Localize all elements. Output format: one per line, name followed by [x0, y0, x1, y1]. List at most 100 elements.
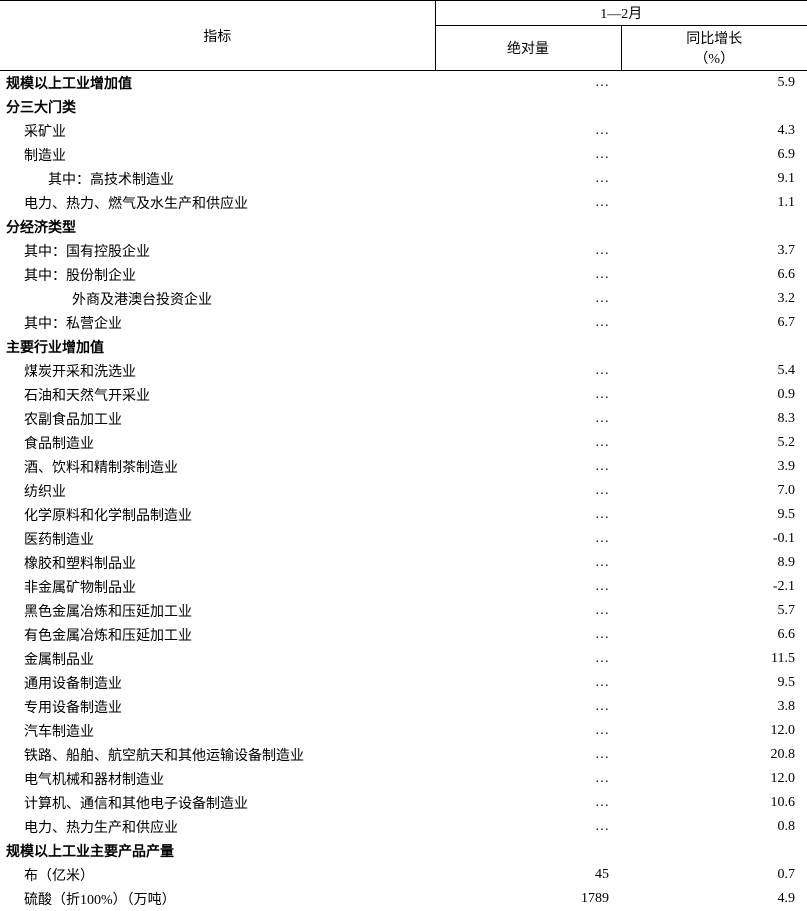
cell-absolute: …	[435, 359, 621, 383]
cell-indicator: 制造业	[0, 143, 435, 167]
table-body: 规模以上工业增加值…5.9分三大门类采矿业…4.3制造业…6.9其中：高技术制造…	[0, 71, 807, 911]
cell-absolute: …	[435, 623, 621, 647]
cell-indicator: 其中：高技术制造业	[0, 167, 435, 191]
cell-absolute: …	[435, 167, 621, 191]
cell-indicator: 通用设备制造业	[0, 671, 435, 695]
cell-growth: 6.6	[621, 623, 807, 647]
cell-indicator: 分经济类型	[0, 215, 435, 239]
cell-absolute: …	[435, 143, 621, 167]
cell-growth: 5.2	[621, 431, 807, 455]
cell-growth: 10.6	[621, 791, 807, 815]
cell-indicator: 其中：私营企业	[0, 311, 435, 335]
table-row: 制造业…6.9	[0, 143, 807, 167]
table-row: 煤炭开采和洗选业…5.4	[0, 359, 807, 383]
table-row: 纺织业…7.0	[0, 479, 807, 503]
cell-indicator: 电力、热力生产和供应业	[0, 815, 435, 839]
cell-indicator: 铁路、船舶、航空航天和其他运输设备制造业	[0, 743, 435, 767]
cell-absolute	[435, 335, 621, 359]
cell-growth: 3.8	[621, 695, 807, 719]
table-row: 医药制造业…-0.1	[0, 527, 807, 551]
cell-absolute: …	[435, 743, 621, 767]
cell-absolute: …	[435, 479, 621, 503]
cell-growth: 5.9	[621, 71, 807, 96]
cell-indicator: 专用设备制造业	[0, 695, 435, 719]
cell-growth: -2.1	[621, 575, 807, 599]
cell-indicator: 采矿业	[0, 119, 435, 143]
table-row: 硫酸（折100%）（万吨）17894.9	[0, 887, 807, 911]
cell-growth: 9.5	[621, 671, 807, 695]
table-row: 电力、热力生产和供应业…0.8	[0, 815, 807, 839]
cell-absolute: …	[435, 695, 621, 719]
cell-growth: 3.2	[621, 287, 807, 311]
cell-indicator: 农副食品加工业	[0, 407, 435, 431]
table-row: 石油和天然气开采业…0.9	[0, 383, 807, 407]
cell-indicator: 金属制品业	[0, 647, 435, 671]
table-header: 指标 1—2月 绝对量 同比增长 （%）	[0, 1, 807, 71]
cell-indicator: 主要行业增加值	[0, 335, 435, 359]
table-row: 电力、热力、燃气及水生产和供应业…1.1	[0, 191, 807, 215]
cell-absolute: …	[435, 191, 621, 215]
cell-absolute: …	[435, 311, 621, 335]
cell-indicator: 分三大门类	[0, 95, 435, 119]
cell-indicator: 酒、饮料和精制茶制造业	[0, 455, 435, 479]
cell-absolute: …	[435, 647, 621, 671]
header-period: 1—2月	[435, 1, 807, 26]
cell-growth	[621, 215, 807, 239]
table-row: 规模以上工业增加值…5.9	[0, 71, 807, 96]
table-row: 橡胶和塑料制品业…8.9	[0, 551, 807, 575]
table-row: 有色金属冶炼和压延加工业…6.6	[0, 623, 807, 647]
header-growth: 同比增长 （%）	[621, 26, 807, 71]
cell-growth: 4.9	[621, 887, 807, 911]
cell-growth: 5.4	[621, 359, 807, 383]
industrial-data-table: 指标 1—2月 绝对量 同比增长 （%） 规模以上工业增加值…5.9分三大门类采…	[0, 0, 807, 911]
cell-absolute: …	[435, 503, 621, 527]
cell-absolute: …	[435, 455, 621, 479]
cell-growth: 5.7	[621, 599, 807, 623]
header-indicator: 指标	[0, 1, 435, 71]
table-row: 食品制造业…5.2	[0, 431, 807, 455]
table-row: 采矿业…4.3	[0, 119, 807, 143]
cell-growth: -0.1	[621, 527, 807, 551]
table-row: 其中：国有控股企业…3.7	[0, 239, 807, 263]
cell-absolute: …	[435, 575, 621, 599]
table-row: 布（亿米）450.7	[0, 863, 807, 887]
cell-absolute: …	[435, 719, 621, 743]
cell-indicator: 有色金属冶炼和压延加工业	[0, 623, 435, 647]
cell-growth: 9.5	[621, 503, 807, 527]
cell-indicator: 计算机、通信和其他电子设备制造业	[0, 791, 435, 815]
cell-absolute: …	[435, 671, 621, 695]
cell-absolute: …	[435, 71, 621, 96]
table-row: 非金属矿物制品业…-2.1	[0, 575, 807, 599]
cell-absolute: …	[435, 815, 621, 839]
table-row: 其中：股份制企业…6.6	[0, 263, 807, 287]
table-row: 农副食品加工业…8.3	[0, 407, 807, 431]
table-row: 外商及港澳台投资企业…3.2	[0, 287, 807, 311]
cell-absolute: …	[435, 551, 621, 575]
cell-growth: 3.7	[621, 239, 807, 263]
header-growth-line1: 同比增长	[686, 32, 742, 47]
cell-absolute: …	[435, 407, 621, 431]
cell-growth: 20.8	[621, 743, 807, 767]
cell-absolute: …	[435, 383, 621, 407]
cell-indicator: 布（亿米）	[0, 863, 435, 887]
table-row: 其中：高技术制造业…9.1	[0, 167, 807, 191]
cell-absolute: …	[435, 527, 621, 551]
cell-growth	[621, 95, 807, 119]
header-absolute: 绝对量	[435, 26, 621, 71]
table-row: 通用设备制造业…9.5	[0, 671, 807, 695]
cell-absolute	[435, 215, 621, 239]
cell-indicator: 电力、热力、燃气及水生产和供应业	[0, 191, 435, 215]
table-row: 其中：私营企业…6.7	[0, 311, 807, 335]
table-row: 电气机械和器材制造业…12.0	[0, 767, 807, 791]
cell-growth: 8.3	[621, 407, 807, 431]
table-row: 专用设备制造业…3.8	[0, 695, 807, 719]
cell-absolute: 1789	[435, 887, 621, 911]
cell-growth: 8.9	[621, 551, 807, 575]
table-row: 汽车制造业…12.0	[0, 719, 807, 743]
cell-indicator: 橡胶和塑料制品业	[0, 551, 435, 575]
cell-growth: 11.5	[621, 647, 807, 671]
cell-growth: 3.9	[621, 455, 807, 479]
cell-indicator: 汽车制造业	[0, 719, 435, 743]
cell-indicator: 纺织业	[0, 479, 435, 503]
table-row: 酒、饮料和精制茶制造业…3.9	[0, 455, 807, 479]
